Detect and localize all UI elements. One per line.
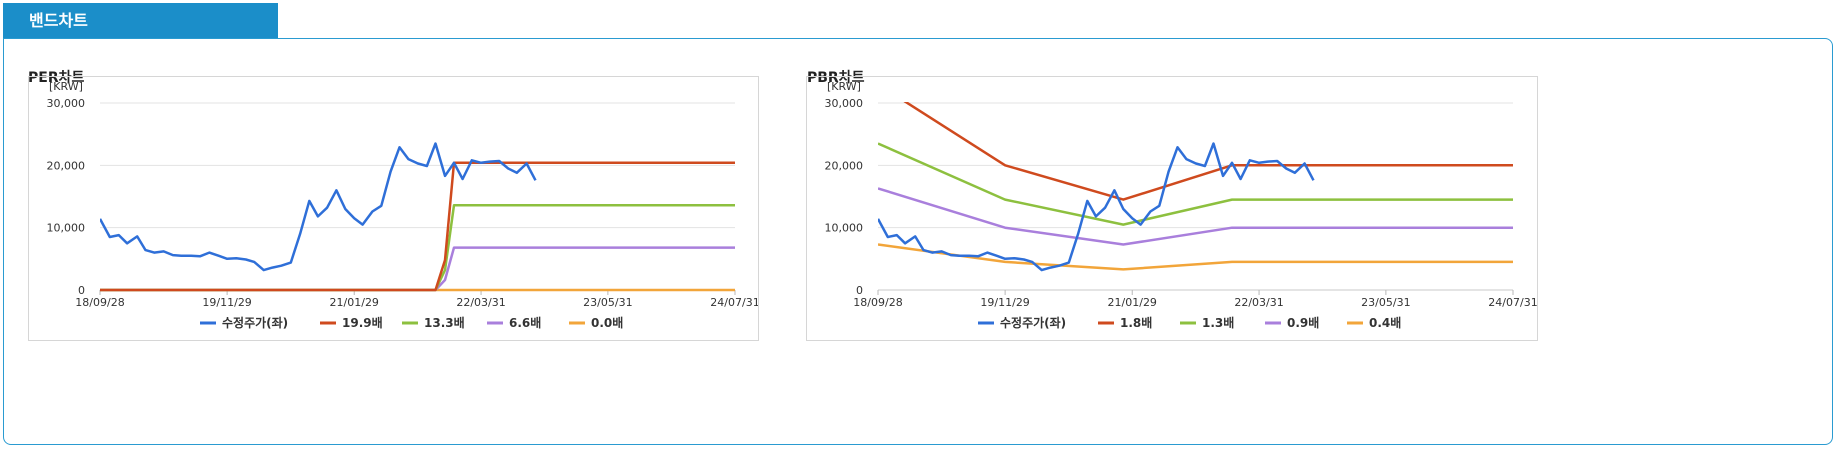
- x-tick-label: 18/09/28: [75, 296, 124, 309]
- pbr-chart: [KRW] 30,000 20,000 10,000 018/09/28 19/11/29…: [806, 76, 1538, 341]
- legend-label: 6.6배: [509, 315, 541, 330]
- y-tick-label: 20,000: [825, 159, 864, 172]
- x-tick-label: 19/11/29: [980, 296, 1029, 309]
- price-series-line: [100, 142, 537, 272]
- x-tick-label: 23/05/31: [1361, 296, 1410, 309]
- band-series-line: [100, 246, 735, 292]
- y-tick-label: 10,000: [825, 222, 864, 235]
- unit-label: [KRW]: [49, 80, 83, 93]
- pbr-chart-title: PBR차트: [807, 70, 865, 86]
- band-series-line: [878, 142, 1513, 226]
- y-tick-label: 0: [78, 284, 85, 297]
- unit-label: [KRW]: [827, 80, 861, 93]
- legend-label: 1.3배: [1202, 315, 1234, 330]
- y-tick-label: 30,000: [47, 97, 86, 110]
- per-chart-title: PER차트: [28, 70, 85, 86]
- tab-band-chart[interactable]: 밴드차트: [3, 3, 278, 39]
- y-tick-label: 20,000: [47, 159, 86, 172]
- band-series-line: [100, 161, 735, 292]
- band-chart-panel: [3, 38, 1833, 445]
- x-tick-label: 19/11/29: [202, 296, 251, 309]
- legend-label: 1.8배: [1120, 315, 1152, 330]
- x-tick-label: 23/05/31: [583, 296, 632, 309]
- legend-label: 수정주가(좌): [222, 315, 288, 330]
- x-tick-label: 18/09/28: [853, 296, 902, 309]
- y-tick-label: 0: [856, 284, 863, 297]
- x-tick-label: 22/03/31: [1234, 296, 1283, 309]
- legend-label: 0.4배: [1369, 315, 1401, 330]
- per-chart: [KRW] 30,000 20,000 10,000 018/09/28 19/11/29…: [28, 76, 759, 341]
- x-tick-label: 24/07/31: [710, 296, 759, 309]
- price-series-line: [878, 142, 1315, 272]
- band-series-line: [878, 187, 1513, 246]
- x-tick-label: 21/01/29: [1108, 296, 1157, 309]
- y-tick-label: 30,000: [825, 97, 864, 110]
- legend-label: 수정주가(좌): [1000, 315, 1066, 330]
- x-tick-label: 24/07/31: [1488, 296, 1537, 309]
- x-tick-label: 21/01/29: [330, 296, 379, 309]
- legend-label: 0.0배: [591, 315, 623, 330]
- band-series-line: [903, 102, 1513, 201]
- legend-label: 19.9배: [342, 315, 383, 330]
- y-tick-label: 10,000: [47, 222, 86, 235]
- x-tick-label: 22/03/31: [456, 296, 505, 309]
- legend-label: 0.9배: [1287, 315, 1319, 330]
- legend-label: 13.3배: [424, 315, 465, 330]
